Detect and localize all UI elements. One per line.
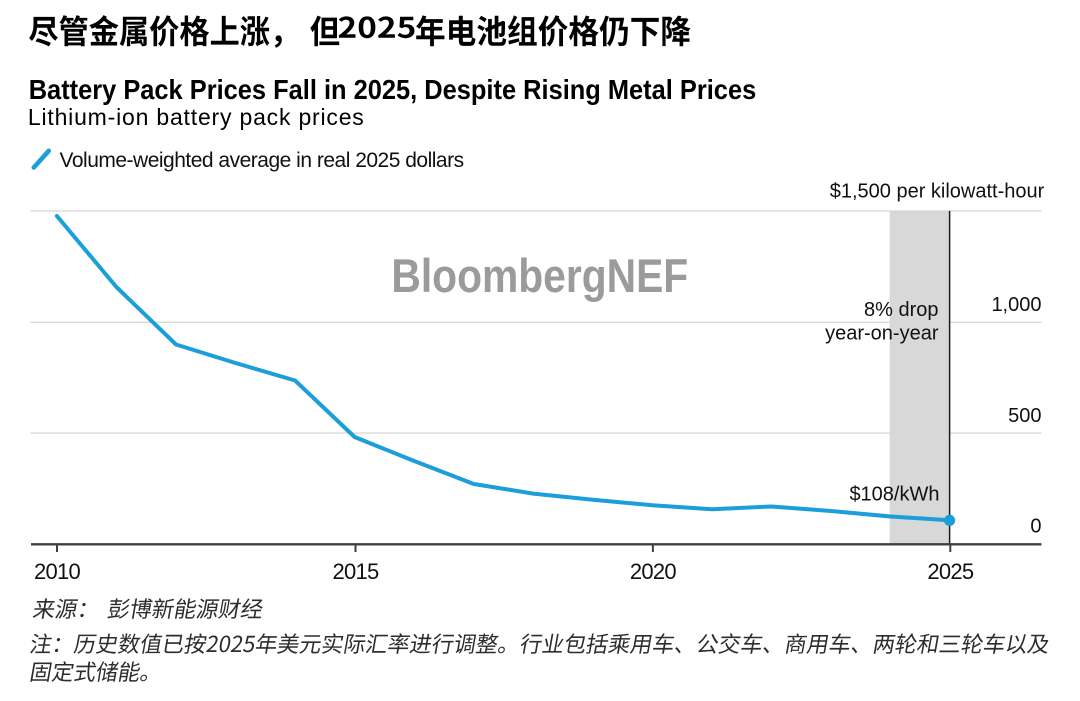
svg-text:500: 500 (1008, 405, 1041, 427)
svg-text:year-on-year: year-on-year (825, 323, 939, 345)
svg-text:8% drop: 8% drop (864, 299, 939, 321)
svg-text:0: 0 (1030, 516, 1041, 538)
svg-text:$108/kWh: $108/kWh (849, 483, 939, 505)
svg-text:1,000: 1,000 (991, 294, 1041, 316)
svg-text:2025: 2025 (927, 559, 973, 584)
svg-text:Battery Pack Prices Fall in 20: Battery Pack Prices Fall in 2025, Despit… (29, 74, 757, 105)
svg-text:Lithium-ion battery pack price: Lithium-ion battery pack prices (28, 104, 365, 130)
svg-text:$1,500 per kilowatt-hour: $1,500 per kilowatt-hour (830, 181, 1045, 203)
svg-text:2010: 2010 (34, 559, 80, 584)
svg-text:Volume-weighted average in rea: Volume-weighted average in real 2025 dol… (60, 149, 464, 172)
svg-text:2020: 2020 (630, 559, 676, 584)
svg-text:BloombergNEF: BloombergNEF (391, 250, 688, 303)
svg-text:2015: 2015 (333, 559, 379, 584)
